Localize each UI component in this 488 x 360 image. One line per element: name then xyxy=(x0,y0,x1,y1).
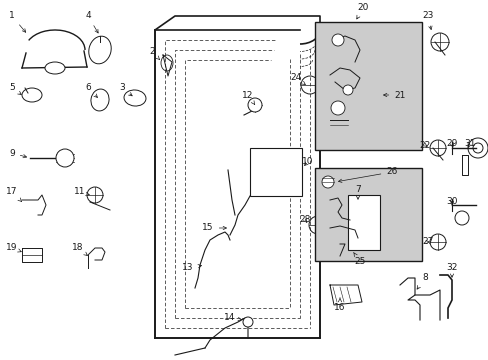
Text: 6: 6 xyxy=(85,84,97,98)
Text: 19: 19 xyxy=(6,243,21,252)
Text: 10: 10 xyxy=(302,158,313,166)
Ellipse shape xyxy=(45,62,65,74)
Text: 26: 26 xyxy=(338,167,397,183)
Circle shape xyxy=(429,234,445,250)
Circle shape xyxy=(56,149,74,167)
Ellipse shape xyxy=(161,55,173,71)
Text: 3: 3 xyxy=(119,84,132,96)
Text: 20: 20 xyxy=(356,4,368,19)
Text: 27: 27 xyxy=(422,238,433,247)
Text: 5: 5 xyxy=(9,84,21,95)
Text: 30: 30 xyxy=(446,198,457,207)
Bar xyxy=(347,195,379,250)
Text: 16: 16 xyxy=(334,298,345,312)
Text: 28: 28 xyxy=(299,216,310,225)
Bar xyxy=(314,168,421,261)
Ellipse shape xyxy=(124,90,146,106)
Ellipse shape xyxy=(91,89,109,111)
Text: 13: 13 xyxy=(182,264,201,273)
Text: 31: 31 xyxy=(463,139,475,148)
Text: 21: 21 xyxy=(383,90,405,99)
Circle shape xyxy=(301,76,318,94)
Circle shape xyxy=(243,317,252,327)
Text: 12: 12 xyxy=(242,90,254,105)
Text: 14: 14 xyxy=(224,314,241,323)
Circle shape xyxy=(342,85,352,95)
Text: 4: 4 xyxy=(85,12,98,33)
Text: 2: 2 xyxy=(149,48,159,60)
Text: 25: 25 xyxy=(353,252,365,266)
Polygon shape xyxy=(329,285,361,305)
Text: 24: 24 xyxy=(290,73,305,85)
Text: 7: 7 xyxy=(354,185,360,199)
Text: 32: 32 xyxy=(446,264,457,277)
Circle shape xyxy=(467,138,487,158)
Text: 1: 1 xyxy=(9,12,26,32)
Circle shape xyxy=(321,176,333,188)
Circle shape xyxy=(247,98,262,112)
Ellipse shape xyxy=(89,36,111,64)
Circle shape xyxy=(430,33,448,51)
Ellipse shape xyxy=(22,88,42,102)
Text: 8: 8 xyxy=(416,274,427,289)
Bar xyxy=(314,22,421,150)
Text: 11: 11 xyxy=(74,188,89,197)
Circle shape xyxy=(87,187,103,203)
Text: 29: 29 xyxy=(446,139,457,148)
Text: 17: 17 xyxy=(6,188,21,202)
Text: 9: 9 xyxy=(9,148,26,158)
Circle shape xyxy=(308,216,326,234)
Circle shape xyxy=(330,101,345,115)
Circle shape xyxy=(472,143,482,153)
Text: 18: 18 xyxy=(72,243,87,256)
Text: 15: 15 xyxy=(202,224,226,233)
Circle shape xyxy=(331,34,343,46)
Bar xyxy=(249,148,302,196)
Circle shape xyxy=(454,211,468,225)
Circle shape xyxy=(429,140,445,156)
Text: 23: 23 xyxy=(422,12,433,30)
Text: 22: 22 xyxy=(419,140,430,149)
